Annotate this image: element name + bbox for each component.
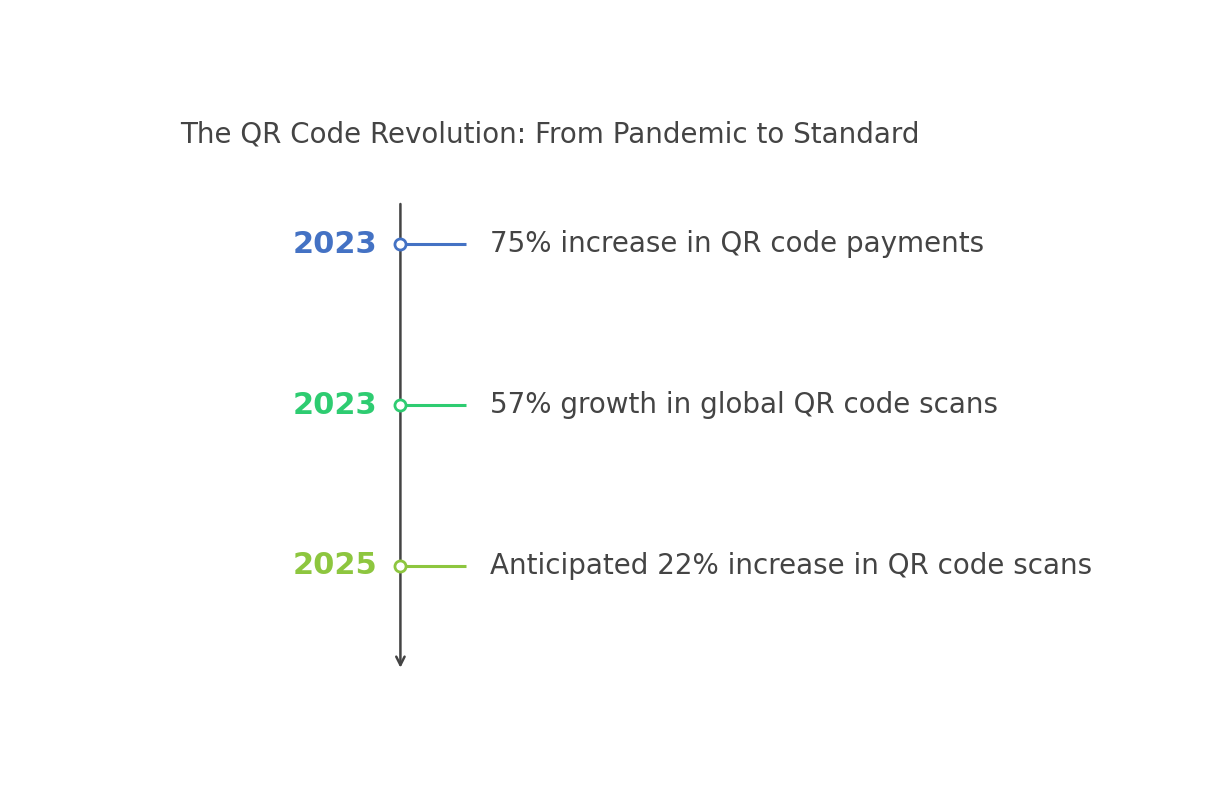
Text: Anticipated 22% increase in QR code scans: Anticipated 22% increase in QR code scan… [490,552,1092,580]
Text: The QR Code Revolution: From Pandemic to Standard: The QR Code Revolution: From Pandemic to… [179,121,919,149]
Text: 57% growth in global QR code scans: 57% growth in global QR code scans [490,391,997,419]
Text: 2023: 2023 [292,230,377,259]
Text: 2025: 2025 [292,551,377,580]
Text: 75% increase in QR code payments: 75% increase in QR code payments [490,230,984,258]
Text: 2023: 2023 [292,391,377,419]
